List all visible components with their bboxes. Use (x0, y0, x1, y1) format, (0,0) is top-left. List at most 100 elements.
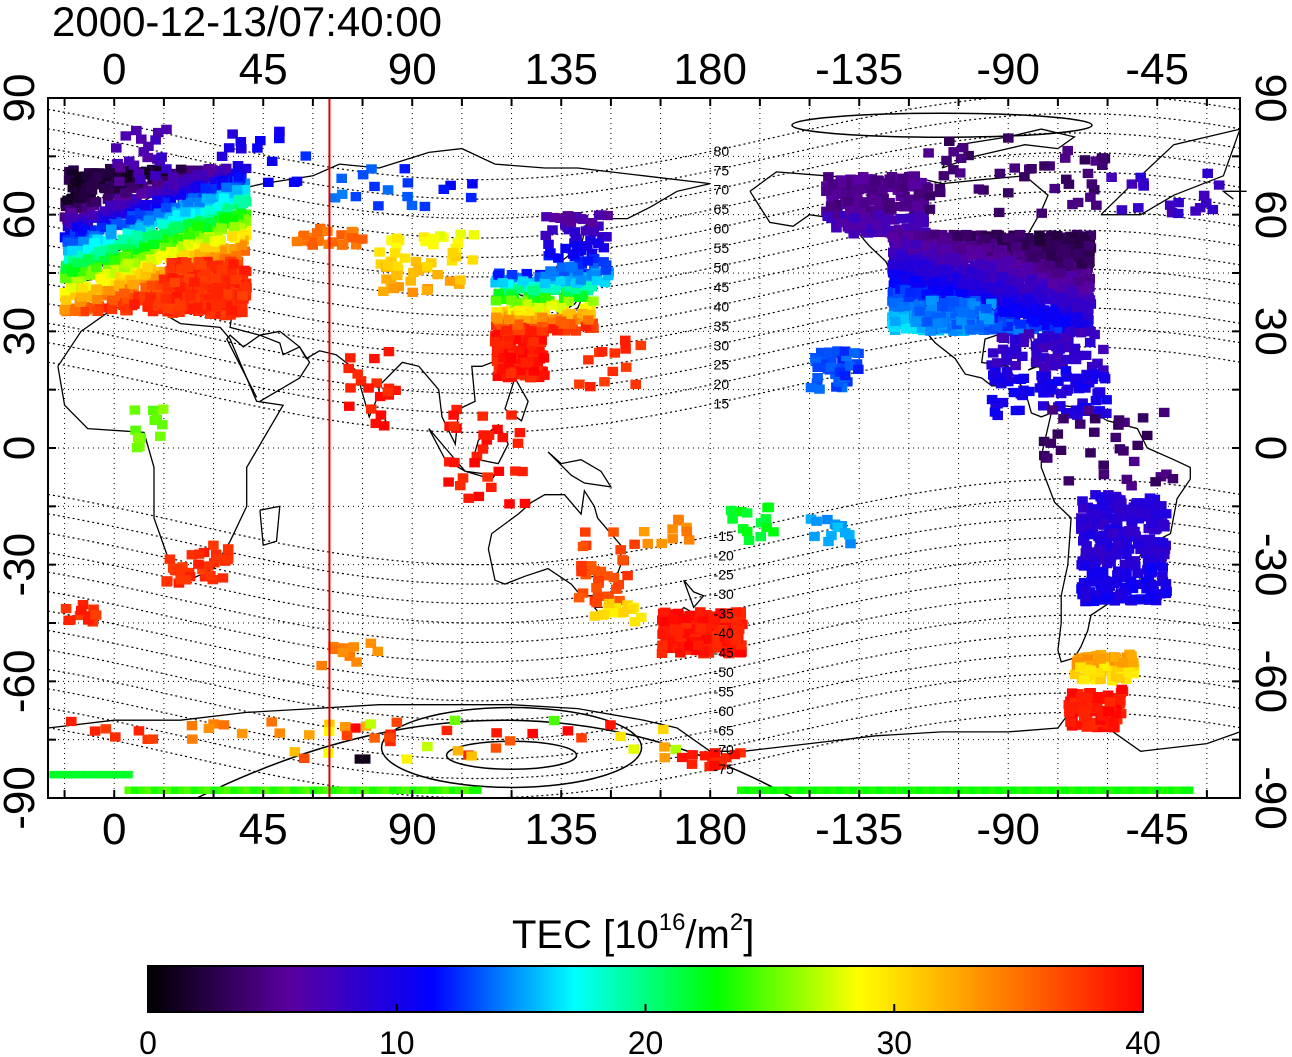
tec-cell (1101, 533, 1113, 544)
tec-cell (1094, 546, 1105, 556)
tec-cell (965, 324, 976, 334)
tec-cell (151, 165, 163, 175)
tec-cell (1047, 405, 1058, 415)
tec-cell (1030, 357, 1042, 367)
tec-cell (151, 414, 162, 424)
tec-cell (1106, 172, 1117, 182)
tec-cell (809, 786, 823, 794)
tec-cell (378, 286, 389, 296)
tec-cell (218, 720, 230, 730)
tec-cell (164, 554, 176, 564)
tec-cell (858, 175, 869, 185)
tec-cell (1121, 540, 1132, 550)
tec-cell (1126, 516, 1137, 526)
tec-cell (628, 744, 639, 754)
tec-cell (539, 370, 550, 380)
tec-cell (986, 298, 997, 308)
tec-cell (1080, 350, 1092, 360)
tec-cell (1013, 325, 1024, 335)
tec-cell (506, 295, 517, 305)
tec-cell (768, 527, 779, 537)
tec-cell (805, 514, 817, 524)
tec-cell (206, 184, 217, 194)
tec-cell (836, 786, 849, 794)
tec-cell (228, 259, 239, 269)
tec-cell (477, 411, 488, 421)
tec-cell (106, 304, 118, 315)
tec-cell (883, 178, 894, 189)
tec-cell (585, 561, 597, 571)
tec-cell (100, 724, 112, 734)
tec-cell (60, 295, 72, 305)
tec-cell (471, 451, 483, 461)
tec-cell (144, 222, 155, 232)
tec-cell (236, 240, 248, 250)
tec-cell (369, 181, 380, 192)
tec-cell (723, 608, 734, 618)
tec-cell (934, 187, 946, 198)
tec-cell (1078, 516, 1090, 526)
tec-cell (173, 169, 185, 179)
tec-cell (991, 320, 1003, 331)
tec-cell (811, 516, 822, 526)
tec-cell (138, 291, 149, 301)
tec-cell (527, 293, 539, 303)
tec-cell (601, 232, 612, 242)
tec-cell (222, 555, 233, 565)
tec-cell (823, 536, 834, 547)
tec-cell (315, 223, 326, 234)
tec-cell (1086, 504, 1097, 514)
tec-cell (1121, 570, 1132, 580)
tec-cell (135, 174, 146, 185)
tec-cell (1070, 373, 1082, 383)
tec-cell (1002, 321, 1013, 332)
tec-cell (1024, 278, 1036, 288)
tec-cell (448, 421, 460, 431)
tec-cell (609, 348, 621, 358)
tec-cell (1148, 541, 1159, 551)
tec-cell (131, 194, 142, 204)
tec-cell (89, 238, 100, 248)
tec-cell (347, 233, 358, 243)
tec-cell (994, 284, 1006, 294)
tec-cell (72, 222, 83, 232)
tec-cell (1083, 253, 1094, 263)
tec-cell (620, 362, 632, 372)
tec-cell (755, 532, 766, 542)
tec-cell (147, 239, 159, 249)
tec-cell (180, 207, 191, 217)
tec-cell (506, 270, 518, 280)
tec-cell (979, 234, 991, 244)
tec-cell (582, 315, 594, 325)
tec-cell (993, 249, 1004, 259)
tec-cell (1093, 409, 1105, 419)
tec-cell (408, 267, 419, 278)
tec-cell (1018, 285, 1030, 295)
tec-cell (477, 444, 489, 454)
tec-cell (177, 184, 188, 194)
tec-cell (348, 642, 360, 652)
tec-cell (735, 648, 746, 658)
tec-cell (111, 170, 122, 180)
tec-cell (954, 251, 966, 261)
coastline (1100, 128, 1242, 216)
tec-cell (918, 196, 929, 206)
tec-cell (274, 126, 285, 136)
tec-cell (1035, 263, 1046, 273)
tec-cell (210, 302, 222, 312)
tec-cell (120, 131, 132, 141)
tec-cell (827, 180, 838, 190)
right-lat-tick-label: 0 (1246, 436, 1292, 460)
tec-cell (216, 246, 227, 256)
tec-cell (362, 786, 376, 794)
tec-cell (384, 732, 395, 743)
tec-cell (698, 646, 710, 656)
tec-cell (136, 189, 147, 199)
tec-cell (657, 640, 668, 650)
tec-cell (1066, 271, 1077, 281)
tec-cell (1061, 174, 1072, 184)
tec-cell (849, 213, 861, 223)
tec-cell (1096, 519, 1108, 530)
tec-cell (1074, 419, 1086, 429)
tec-cell (329, 193, 341, 203)
